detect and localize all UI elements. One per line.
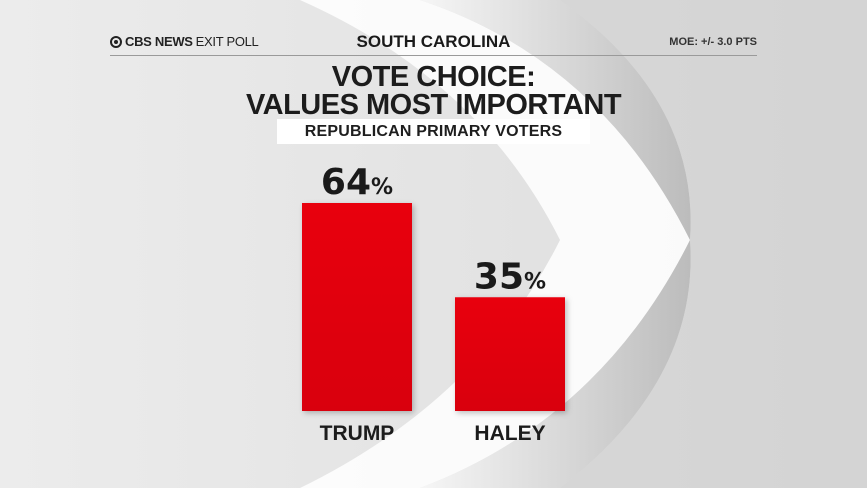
header-divider bbox=[110, 55, 757, 56]
cbs-eye-icon bbox=[110, 35, 122, 48]
bar-trump bbox=[302, 203, 412, 411]
value-label-trump: 64% bbox=[321, 162, 393, 203]
margin-of-error: MOE: +/- 3.0 PTS bbox=[669, 36, 757, 48]
chart-subtitle: REPUBLICAN PRIMARY VOTERS bbox=[304, 122, 563, 140]
state-label: SOUTH CAROLINA bbox=[356, 32, 511, 51]
category-label-trump: TRUMP bbox=[320, 422, 395, 445]
subtitle-box: REPUBLICAN PRIMARY VOTERS bbox=[277, 119, 590, 144]
value-label-haley: 35% bbox=[474, 256, 546, 297]
chart-title-line-2: VALUES MOST IMPORTANT bbox=[245, 89, 622, 121]
category-label-haley: HALEY bbox=[474, 422, 545, 445]
cbs-news-logo: CBS NEWS EXIT POLL bbox=[110, 34, 259, 49]
brand-section: EXIT POLL bbox=[195, 34, 259, 49]
brand-name: CBS NEWS bbox=[125, 34, 193, 49]
bar-haley bbox=[455, 297, 565, 411]
chart-title-line-1: VOTE CHOICE: bbox=[331, 61, 536, 93]
chart-title: VOTE CHOICE: VALUES MOST IMPORTANT bbox=[0, 61, 867, 121]
